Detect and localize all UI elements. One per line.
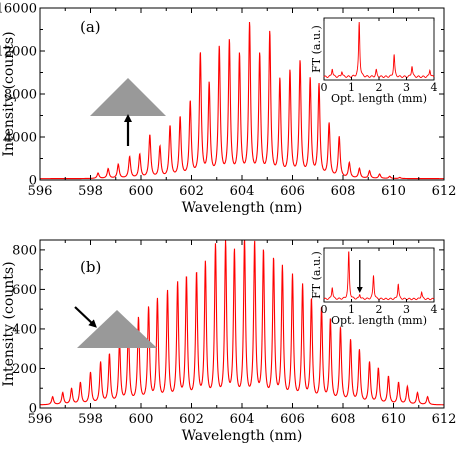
y-axis-title: Intensity (counts) [1,31,17,156]
x-tick-label: 598 [78,412,103,427]
x-tick-label: 608 [331,412,356,427]
x-tick-label: 610 [381,184,406,199]
inset-x-tick-label: 3 [403,303,410,316]
y-tick-label: 16000 [0,2,37,17]
y-tick-label: 0 [29,174,37,189]
inset-x-tick-label: 1 [348,303,355,316]
x-tick-label: 602 [179,412,204,427]
prism-triangle [77,310,157,348]
y-tick-label: 400 [12,322,37,337]
panel-a: 5965986006026046066086106120400080001200… [0,2,456,217]
inset-x-axis-title: Opt. length (mm) [331,92,427,105]
x-tick-label: 606 [280,412,305,427]
inset: 0 1 2 3 4 Opt. length (mm) FT (a.u.) [310,17,438,105]
x-tick-label: 604 [230,184,255,199]
panel-label: (a) [80,18,101,36]
inset-frame [323,247,435,303]
y-tick-label: 4000 [4,131,37,146]
x-tick-label: 600 [129,412,154,427]
inset: 0 1 2 3 4 Opt. length (mm) FT (a.u.) [310,247,438,327]
inset-x-tick-label: 0 [321,81,328,94]
x-tick-label: 598 [78,184,103,199]
y-tick-label: 200 [12,362,37,377]
x-tick-label: 610 [381,412,406,427]
inset-x-tick-label: 1 [348,81,355,94]
panel-b: 596 598 600 602 604 606 608 610 612 0 200 400 600 800… [1,239,457,444]
inset-y-axis-title: FT (a.u.) [310,25,323,73]
x-tick-label: 608 [331,184,356,199]
y-tick-label: 600 [12,283,37,298]
inset-frame [323,17,435,81]
inset-x-axis-title: Opt. length (mm) [331,314,427,327]
x-axis-title: Wavelength (nm) [182,428,303,444]
y-tick-label: 0 [29,402,37,417]
inset-x-tick-label: 2 [376,303,383,316]
panel-label: (b) [80,258,101,276]
y-tick-label: 800 [12,243,37,258]
x-tick-label: 596 [28,184,53,199]
inset-x-tick-label: 2 [376,81,383,94]
x-tick-label: 596 [28,412,53,427]
x-tick-label: 600 [129,184,154,199]
inset-x-tick-label: 3 [403,81,410,94]
inset-y-axis-title: FT (a.u.) [310,251,323,299]
spectrum-line [40,240,444,406]
x-tick-label: 606 [280,184,305,199]
inset-x-tick-label: 4 [431,81,438,94]
y-axis-title: Intensity (counts) [1,261,17,386]
beam-arrow [74,306,97,328]
x-tick-label: 612 [432,184,457,199]
x-tick-label: 604 [230,412,255,427]
prism-triangle [90,78,166,116]
y-tick-label: 8000 [4,88,37,103]
y-tick-label: 12000 [0,45,37,60]
x-axis-title: Wavelength (nm) [182,200,303,216]
spectrum-line [40,21,444,180]
x-tick-label: 612 [432,412,457,427]
inset-x-tick-label: 0 [321,303,328,316]
inset-x-tick-label: 4 [431,303,438,316]
x-tick-label: 602 [179,184,204,199]
